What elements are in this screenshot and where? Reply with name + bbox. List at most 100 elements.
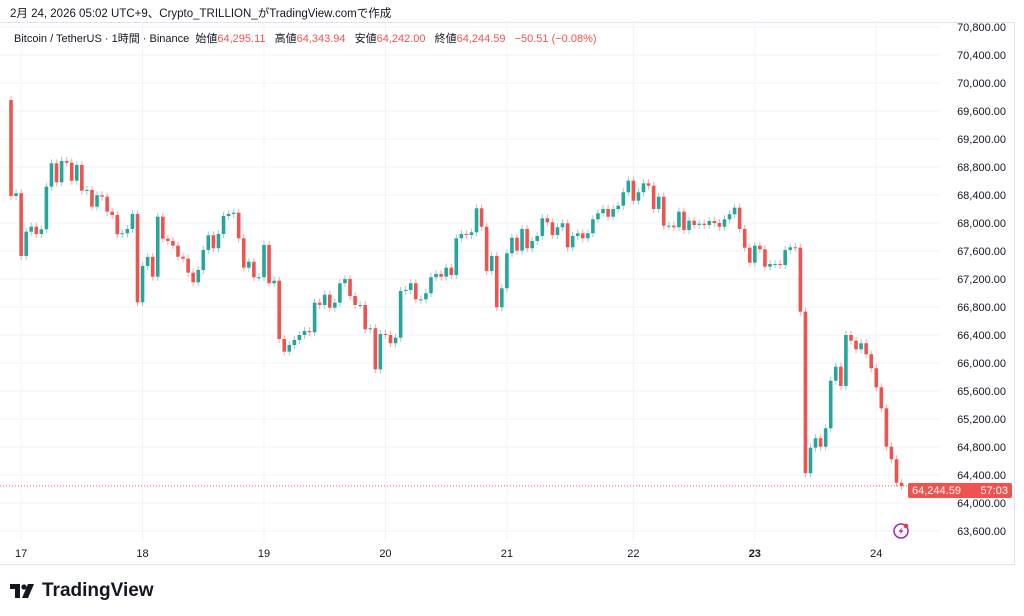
candle-body (166, 238, 170, 241)
candle-body (191, 272, 195, 283)
candle-body (317, 302, 322, 305)
candle-body (383, 333, 388, 335)
price-tick-label: 70,800.00 (957, 22, 1006, 34)
date-tick-label: 24 (870, 548, 882, 560)
candle-body (682, 211, 686, 230)
candle-body (282, 338, 287, 352)
candle-body (575, 233, 580, 236)
chart-panel[interactable] (0, 22, 1015, 565)
candle-body (849, 335, 853, 341)
date-tick-label: 18 (136, 548, 148, 560)
price-tick-label: 66,800.00 (957, 302, 1006, 314)
candle-body (889, 446, 894, 460)
candle-body (373, 328, 378, 370)
candle-body (773, 263, 777, 265)
last-price-label: 64,244.59 57:03 (908, 483, 1012, 498)
candle-body (672, 225, 676, 228)
lightning-bolt-icon[interactable] (893, 523, 909, 539)
candle-body (231, 212, 236, 214)
candle-body (80, 164, 84, 191)
symbol-name[interactable]: Bitcoin / TetherUS · 1時間 · Binance (14, 33, 190, 45)
candle-body (292, 339, 297, 346)
candle-body (95, 195, 99, 207)
candle-body (515, 237, 519, 251)
candle-body (247, 261, 251, 268)
candle-body (241, 238, 246, 268)
tradingview-logo[interactable]: TradingView (10, 580, 154, 602)
candle-body (181, 256, 185, 259)
candle-body (879, 387, 884, 409)
bar-countdown: 57:03 (980, 485, 1008, 497)
candle-body (338, 283, 342, 303)
candle-body (479, 208, 484, 227)
close-value: 64,244.59 (456, 33, 506, 45)
candle-body (348, 279, 352, 297)
open-label: 始値 (195, 33, 218, 45)
candle-body (869, 354, 873, 369)
candle-body (358, 304, 362, 306)
candle-body (155, 216, 160, 277)
candle-body (403, 289, 408, 291)
candle-body (753, 245, 757, 263)
candle-body (14, 193, 18, 196)
candle-body (555, 227, 560, 235)
candle-body (186, 258, 190, 273)
candle-body (434, 273, 438, 278)
candle-body (661, 196, 666, 226)
candle-body (580, 233, 585, 239)
high-label: 高値 (274, 33, 297, 45)
candle-body (505, 253, 509, 289)
candle-body (333, 302, 337, 308)
candle-body (697, 223, 701, 225)
price-tick-label: 67,600.00 (957, 246, 1006, 258)
candle-body (44, 186, 49, 230)
candle-body (611, 209, 615, 217)
open-value: 64,295.11 (217, 33, 266, 45)
candle-body (398, 290, 403, 338)
candle-body (545, 218, 550, 223)
candle-body (24, 231, 28, 256)
close-label: 終値 (434, 33, 457, 45)
candle-body (100, 195, 104, 197)
candle-body (29, 226, 34, 232)
candle-body (833, 366, 838, 381)
date-tick-label: 17 (15, 548, 27, 560)
candle-body (176, 245, 180, 257)
candle-body (262, 244, 266, 278)
candle-body (9, 100, 13, 196)
price-tick-label: 68,000.00 (957, 218, 1006, 230)
candle-body (601, 209, 605, 214)
candle-body (702, 223, 707, 225)
date-tick-label: 19 (258, 548, 270, 560)
candle-body (535, 235, 540, 241)
price-tick-label: 70,000.00 (957, 78, 1006, 90)
price-tick-label: 64,800.00 (957, 442, 1006, 454)
candle-body (489, 255, 494, 271)
candle-body (520, 228, 524, 251)
candle-body (64, 160, 69, 163)
date-tick-label: 22 (627, 548, 639, 560)
candle-body (439, 273, 443, 277)
date-tick-label: 20 (379, 548, 391, 560)
candle-body (596, 213, 600, 220)
price-tick-label: 64,400.00 (957, 470, 1006, 482)
candle-body (115, 214, 120, 235)
candle-body (844, 335, 848, 386)
price-tick-label: 63,600.00 (957, 526, 1006, 538)
candle-body (828, 380, 833, 429)
price-tick-label: 65,200.00 (957, 414, 1006, 426)
candle-body (783, 249, 787, 265)
candle-body (257, 277, 261, 279)
price-tick-label: 67,200.00 (957, 274, 1006, 286)
candle-body (813, 438, 818, 448)
candle-body (864, 343, 868, 355)
candle-body (236, 212, 241, 239)
candle-body (808, 447, 813, 474)
candle-body (540, 218, 545, 236)
candle-body (216, 233, 221, 249)
candle-body (854, 340, 858, 350)
candle-body (803, 311, 808, 474)
candle-body (59, 160, 64, 183)
candle-body (110, 211, 114, 215)
